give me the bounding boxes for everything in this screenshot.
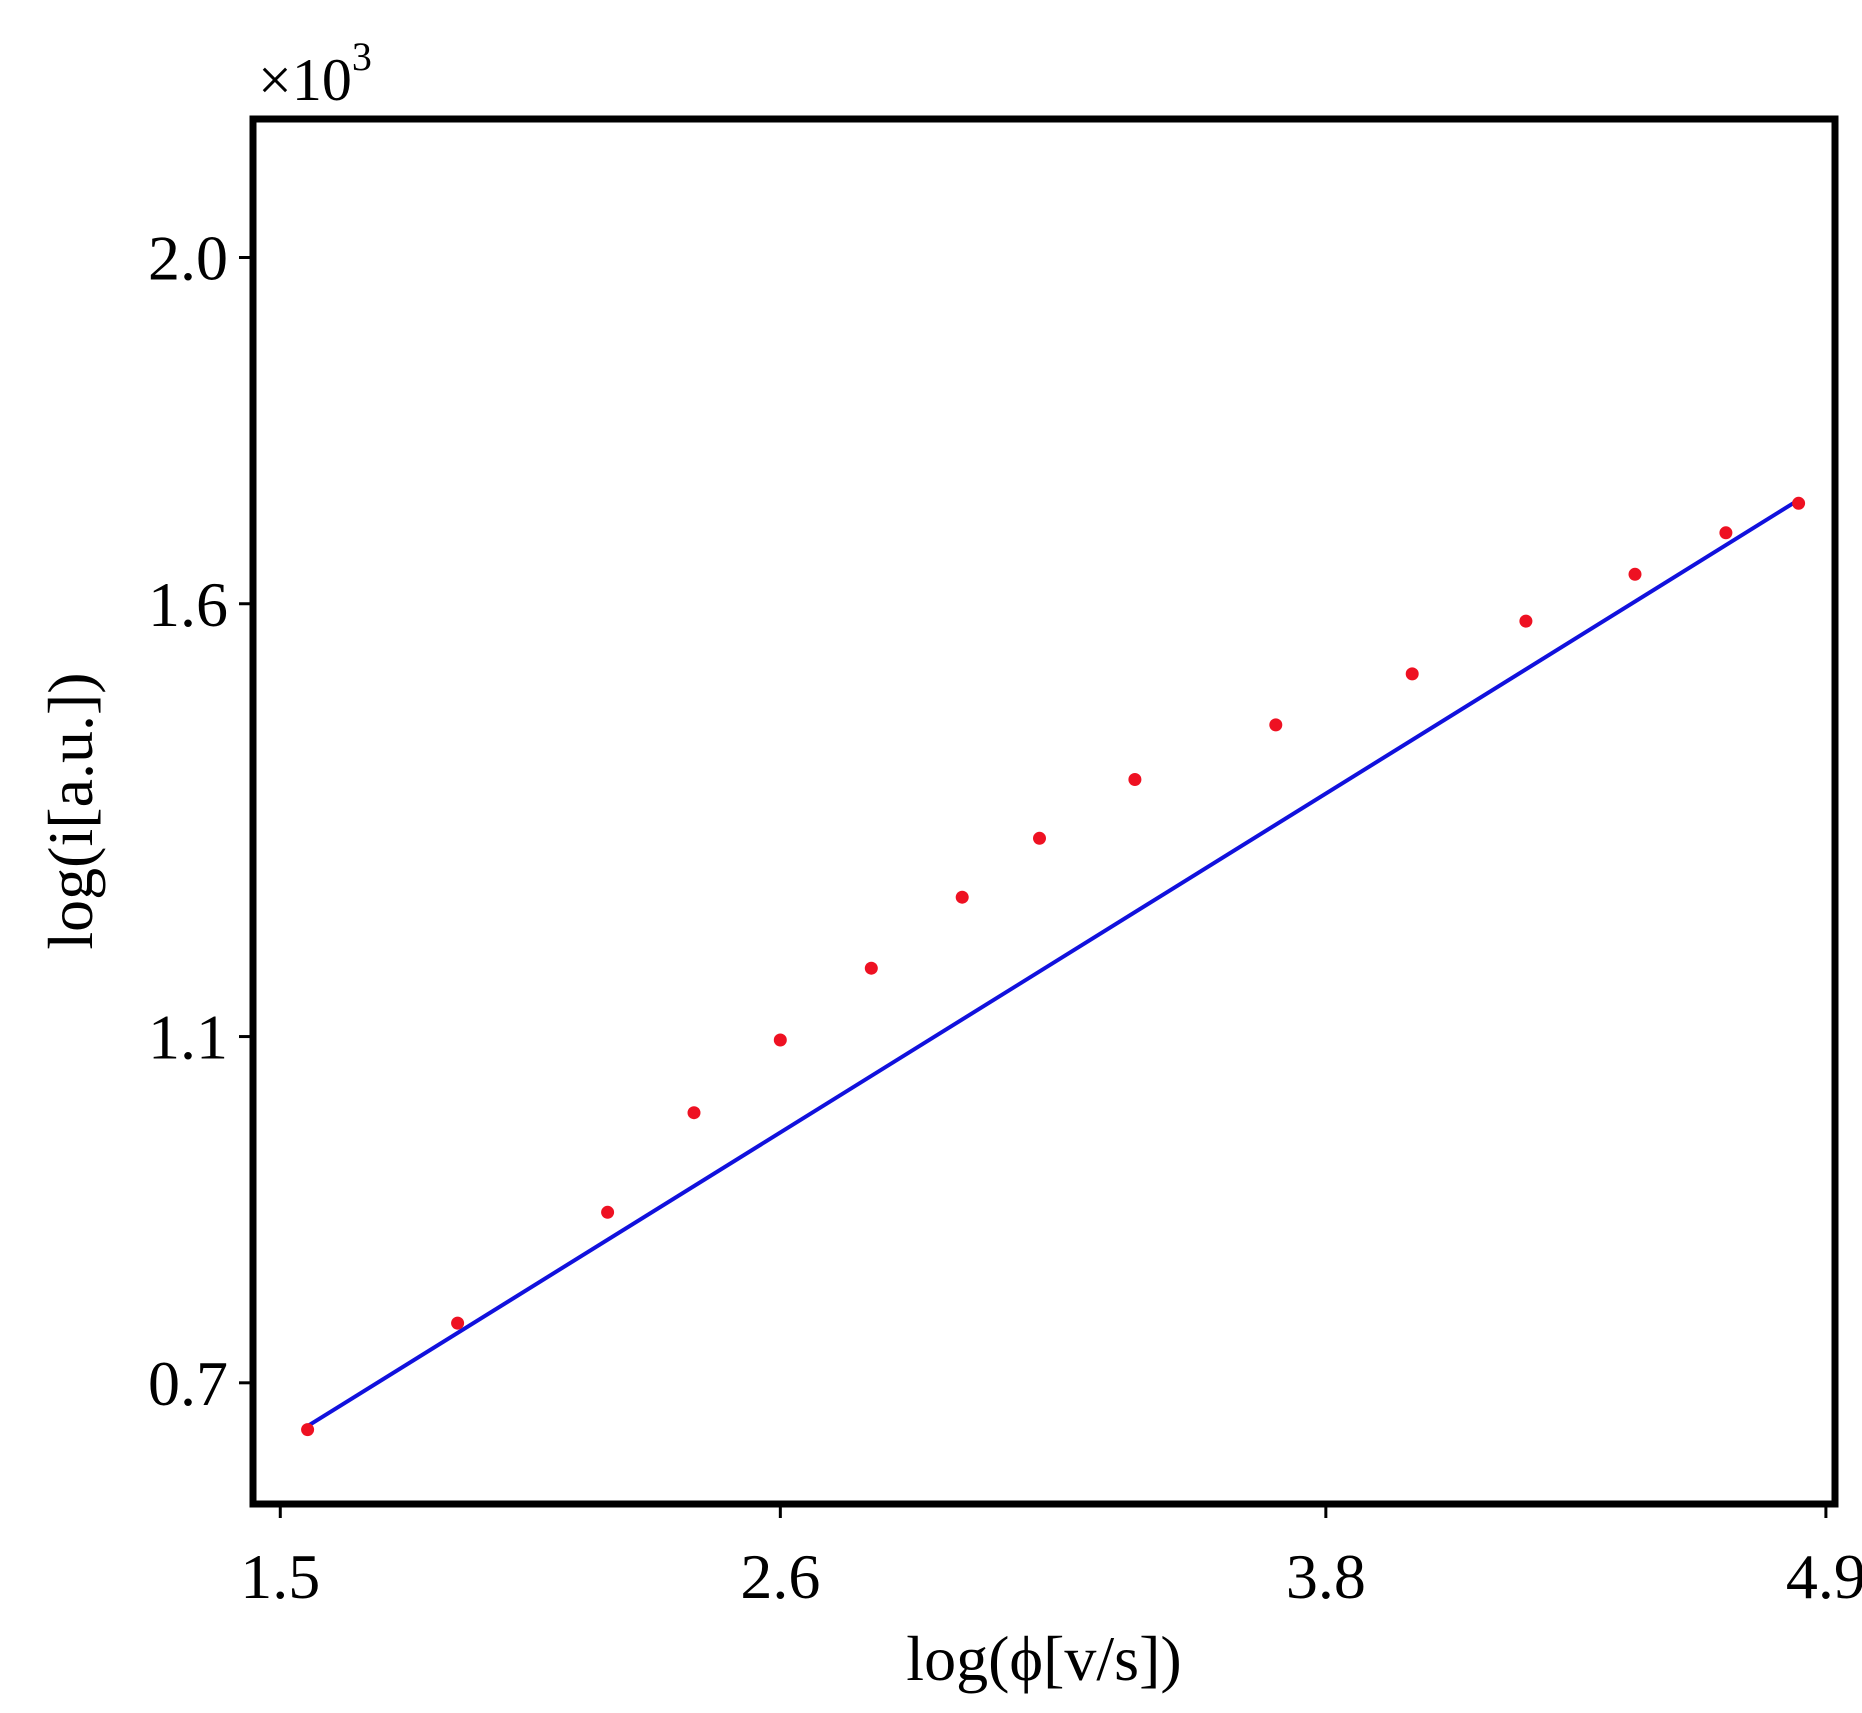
data-point: [1519, 614, 1533, 628]
data-point: [1792, 496, 1806, 510]
data-point: [1405, 667, 1419, 681]
plot-frame: [249, 115, 1839, 1508]
x-axis-label: log(ϕ[v/s]): [906, 1623, 1181, 1694]
plot-area: [301, 496, 1806, 1437]
data-point: [687, 1106, 701, 1120]
data-point: [1719, 526, 1733, 540]
data-point: [1628, 567, 1642, 581]
data-point: [1128, 773, 1142, 786]
y-axis-multiplier-base: ×10: [258, 47, 352, 113]
y-tick-label: 1.6: [148, 569, 228, 640]
y-axis-multiplier: ×103: [258, 34, 372, 113]
fit-line: [306, 498, 1800, 1428]
x-tick-label: 1.5: [240, 1541, 320, 1612]
y-tick-label: 2.0: [148, 223, 228, 294]
data-point: [451, 1316, 465, 1330]
data-point: [1033, 831, 1046, 845]
x-tick-label: 3.8: [1286, 1541, 1366, 1612]
data-point: [301, 1423, 315, 1437]
data-point: [864, 961, 878, 975]
x-tick-label: 2.6: [740, 1541, 820, 1612]
y-tick-label: 0.7: [148, 1348, 228, 1419]
axis-ticks: 1.5 2.6 3.8 4.9 0.7 1.1 1.6 2.0: [148, 223, 1862, 1613]
y-axis-label: log(i[a.u.]): [35, 672, 106, 949]
data-point: [773, 1033, 787, 1047]
y-axis-multiplier-exponent: 3: [352, 34, 372, 79]
x-tick-label: 4.9: [1786, 1541, 1862, 1612]
y-tick-label: 1.1: [148, 1002, 228, 1073]
data-point: [955, 890, 969, 904]
data-point: [1269, 718, 1283, 732]
data-point: [601, 1205, 615, 1219]
